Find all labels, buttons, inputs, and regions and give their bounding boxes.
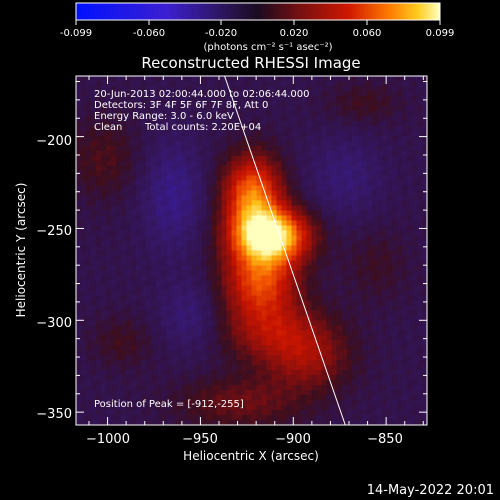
- x-tick-label: −950: [182, 432, 218, 447]
- heatmap-image: [76, 76, 427, 425]
- colorbar: -0.099 -0.060 -0.020 0.020 0.060 0.099 (…: [60, 2, 455, 53]
- colorbar-tick-label: 0.060: [353, 28, 382, 39]
- annotation-counts: Total counts: 2.20E+04: [144, 122, 261, 133]
- plot-area: [76, 76, 427, 425]
- annotation-detectors: Detectors: 3F 4F 5F 6F 7F 8F, Att 0: [94, 100, 268, 111]
- colorbar-gradient: [75, 2, 441, 21]
- y-tick-label: −200: [36, 134, 72, 149]
- y-tick-label: −250: [36, 224, 72, 239]
- plot-frame: [75, 75, 428, 426]
- colorbar-ticks: [75, 20, 441, 25]
- y-tick-label: −300: [36, 316, 72, 331]
- x-tick-label: −1000: [86, 432, 130, 447]
- y-axis-label: Heliocentric Y (arcsec): [14, 183, 28, 318]
- x-axis-label: Heliocentric X (arcsec): [183, 449, 319, 463]
- footer-timestamp: 14-May-2022 20:01: [367, 483, 494, 498]
- colorbar-tick-label: -0.020: [205, 28, 237, 39]
- colorbar-tick-label: 0.099: [426, 28, 455, 39]
- colorbar-tick-label: 0.020: [280, 28, 309, 39]
- annotation-peak-position: Position of Peak = [-912,-255]: [94, 399, 244, 410]
- annotation-time-range: 20-Jun-2013 02:00:44.000 to 02:06:44.000: [94, 89, 310, 100]
- solar-limb-line: [224, 76, 346, 425]
- x-tick-label: −900: [275, 432, 311, 447]
- colorbar-tick-label: -0.099: [60, 28, 92, 39]
- axis-ticks: [76, 76, 427, 425]
- annotation-method: Clean: [94, 122, 122, 133]
- colorbar-units: (photons cm⁻² s⁻¹ asec⁻²): [203, 42, 332, 53]
- annotation-energy: Energy Range: 3.0 - 6.0 keV: [94, 111, 234, 122]
- y-tick-label: −350: [36, 407, 72, 422]
- chart-title: Reconstructed RHESSI Image: [141, 54, 360, 72]
- x-tick-label: −850: [367, 432, 403, 447]
- colorbar-tick-label: -0.060: [133, 28, 165, 39]
